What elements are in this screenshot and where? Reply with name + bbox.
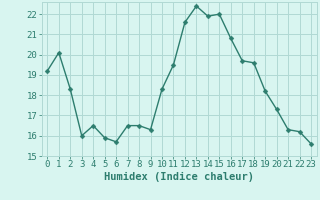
X-axis label: Humidex (Indice chaleur): Humidex (Indice chaleur) bbox=[104, 172, 254, 182]
